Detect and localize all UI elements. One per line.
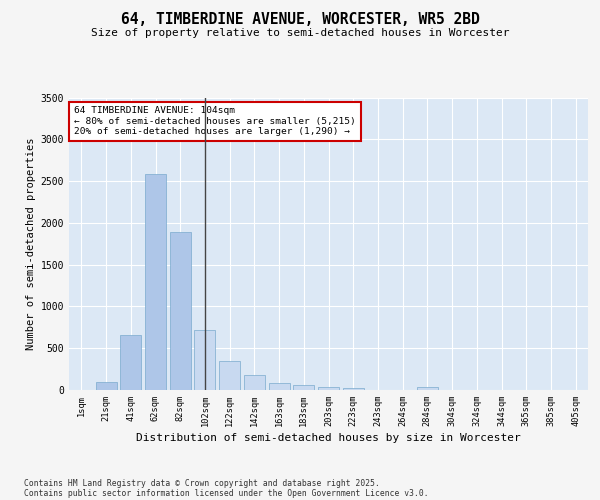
Text: Contains HM Land Registry data © Crown copyright and database right 2025.: Contains HM Land Registry data © Crown c… <box>24 478 380 488</box>
Text: Size of property relative to semi-detached houses in Worcester: Size of property relative to semi-detach… <box>91 28 509 38</box>
Bar <box>293 385 314 390</box>
Bar <box>318 386 339 390</box>
Bar <box>145 174 166 390</box>
Bar <box>244 376 265 390</box>
Bar <box>194 330 215 390</box>
Bar <box>120 335 141 390</box>
Bar <box>219 361 240 390</box>
Bar <box>95 382 116 390</box>
Bar <box>417 388 438 390</box>
Bar <box>269 384 290 390</box>
Bar <box>170 232 191 390</box>
Y-axis label: Number of semi-detached properties: Number of semi-detached properties <box>26 138 37 350</box>
X-axis label: Distribution of semi-detached houses by size in Worcester: Distribution of semi-detached houses by … <box>136 434 521 444</box>
Text: 64, TIMBERDINE AVENUE, WORCESTER, WR5 2BD: 64, TIMBERDINE AVENUE, WORCESTER, WR5 2B… <box>121 12 479 28</box>
Text: Contains public sector information licensed under the Open Government Licence v3: Contains public sector information licen… <box>24 488 428 498</box>
Text: 64 TIMBERDINE AVENUE: 104sqm
← 80% of semi-detached houses are smaller (5,215)
2: 64 TIMBERDINE AVENUE: 104sqm ← 80% of se… <box>74 106 356 136</box>
Bar <box>343 388 364 390</box>
